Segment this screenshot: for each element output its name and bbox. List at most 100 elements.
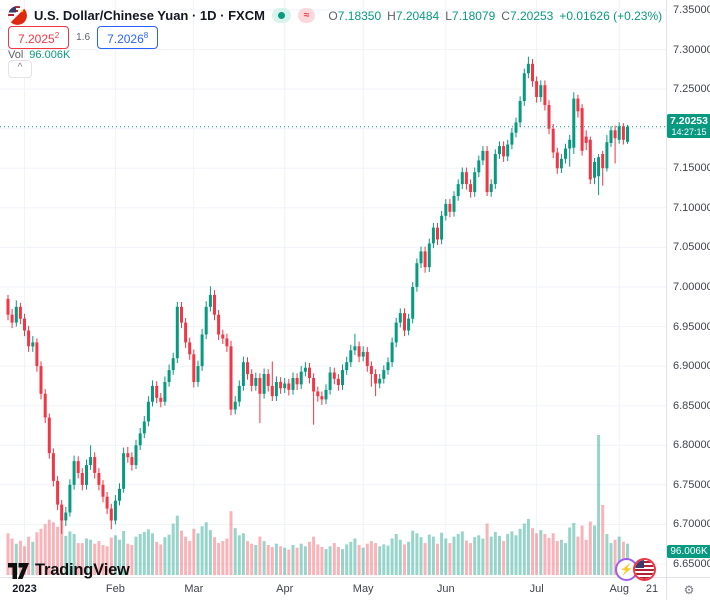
candle-body [241, 362, 245, 386]
candle-body [303, 367, 307, 372]
volume-bar [312, 536, 316, 575]
candle-body [122, 453, 126, 489]
volume-bar [518, 528, 522, 575]
tradingview-logo[interactable]: TradingView [8, 561, 130, 580]
volume-bar [617, 536, 621, 575]
price-scale[interactable]: 7.20253 14:27:15 96.006K 7.35000 7.30000 7… [666, 0, 710, 577]
scale-settings-button[interactable]: ⚙ [666, 578, 710, 600]
volume-bar [576, 536, 580, 575]
candle-body [180, 306, 183, 323]
volume-bar [229, 511, 233, 575]
volume-bar [274, 543, 278, 575]
volume-bar [588, 521, 592, 575]
usdcnh-pair-flag-icon[interactable] [8, 6, 27, 25]
candle-body [295, 378, 299, 385]
candle-body [349, 350, 353, 363]
volume-bar [64, 535, 68, 575]
volume-bar [130, 545, 134, 575]
candle-body [365, 351, 369, 367]
buy-ask-button[interactable]: 7.20268 [97, 26, 159, 49]
candle-body [155, 385, 159, 398]
low-value: 7.18079 [451, 8, 496, 23]
candle-body [171, 358, 175, 371]
price-tick-label: 7.05000 [673, 241, 710, 254]
volume-bar [357, 545, 361, 575]
market-status-pill[interactable] [271, 8, 291, 23]
volume-bar [56, 526, 60, 575]
volume-bar [613, 539, 617, 575]
candle-body [237, 385, 241, 402]
candle-body [332, 372, 336, 379]
volume-bar [522, 523, 526, 575]
candle-body [324, 389, 328, 400]
candle-body [14, 306, 18, 323]
symbol-title[interactable]: U.S. Dollar/Chinese Yuan · 1D · FXCM [34, 8, 265, 23]
volume-bar [531, 528, 534, 575]
candle-body [320, 396, 324, 400]
candle-body [312, 378, 316, 392]
volume-bar [68, 531, 72, 575]
candle-body [531, 63, 534, 82]
candle-body [361, 351, 365, 357]
time-tick-month: Mar [184, 583, 204, 595]
volume-bar [493, 532, 497, 575]
candle-body [518, 101, 522, 123]
candle-body [270, 385, 274, 397]
volume-bar [175, 515, 179, 575]
price-tick-label: 7.30000 [673, 43, 710, 56]
volume-bar [146, 529, 150, 575]
volume-bar [138, 534, 142, 575]
volume-bar [118, 539, 121, 575]
candle-body [440, 215, 444, 240]
volume-bar [332, 543, 336, 575]
volume-bar [126, 543, 130, 575]
volume-bar [535, 533, 539, 575]
volume-bar [365, 543, 369, 575]
candle-body [39, 366, 43, 394]
candle-body [308, 367, 311, 378]
time-tick-month: Aug [609, 583, 630, 595]
volume-bar [180, 530, 183, 575]
live-dot-icon [277, 12, 285, 19]
sell-bid-button[interactable]: 7.20252 [8, 26, 70, 49]
volume-bar [597, 435, 601, 575]
candle-body [345, 362, 349, 371]
candle-body [584, 136, 588, 143]
candle-body [64, 512, 68, 521]
candle-body [113, 500, 117, 521]
volume-bar [213, 537, 216, 575]
volume-bar [394, 534, 398, 575]
volume-bar [584, 539, 588, 575]
volume-bar [254, 545, 258, 575]
candle-body [254, 378, 258, 386]
volume-bar [460, 531, 464, 575]
candle-body [588, 139, 592, 180]
volume-bar [246, 541, 249, 575]
lightning-icon: ⚡ [619, 564, 634, 576]
approx-price-pill[interactable]: ≈ [297, 8, 316, 23]
candle-body [213, 294, 216, 315]
candle-body [580, 108, 584, 151]
time-tick-month: 21 [645, 583, 659, 595]
candle-body [217, 314, 221, 335]
candle-body [436, 227, 439, 240]
candle-body [51, 453, 55, 481]
candle-body [97, 473, 101, 485]
volume-bar [580, 525, 584, 575]
price-chart[interactable] [0, 0, 666, 577]
last-price-label[interactable]: 7.20253 14:27:15 [667, 113, 710, 138]
candle-body [184, 322, 188, 343]
volume-bar [345, 544, 349, 575]
us-flag-badge[interactable] [633, 558, 656, 581]
candle-body [23, 318, 26, 331]
candle-body [130, 457, 134, 465]
volume-bar [568, 527, 572, 575]
tradingview-logo-mark-icon [8, 562, 29, 579]
candle-body [456, 184, 460, 196]
volume-bar [559, 539, 563, 575]
collapse-legend-button[interactable]: ^ [8, 60, 32, 78]
candle-body [85, 465, 88, 485]
candle-body [18, 306, 22, 319]
candle-body [411, 287, 415, 319]
time-scale[interactable]: ⚙ 2023 Feb Mar Apr May Jun Jul Aug 21 [0, 577, 710, 600]
